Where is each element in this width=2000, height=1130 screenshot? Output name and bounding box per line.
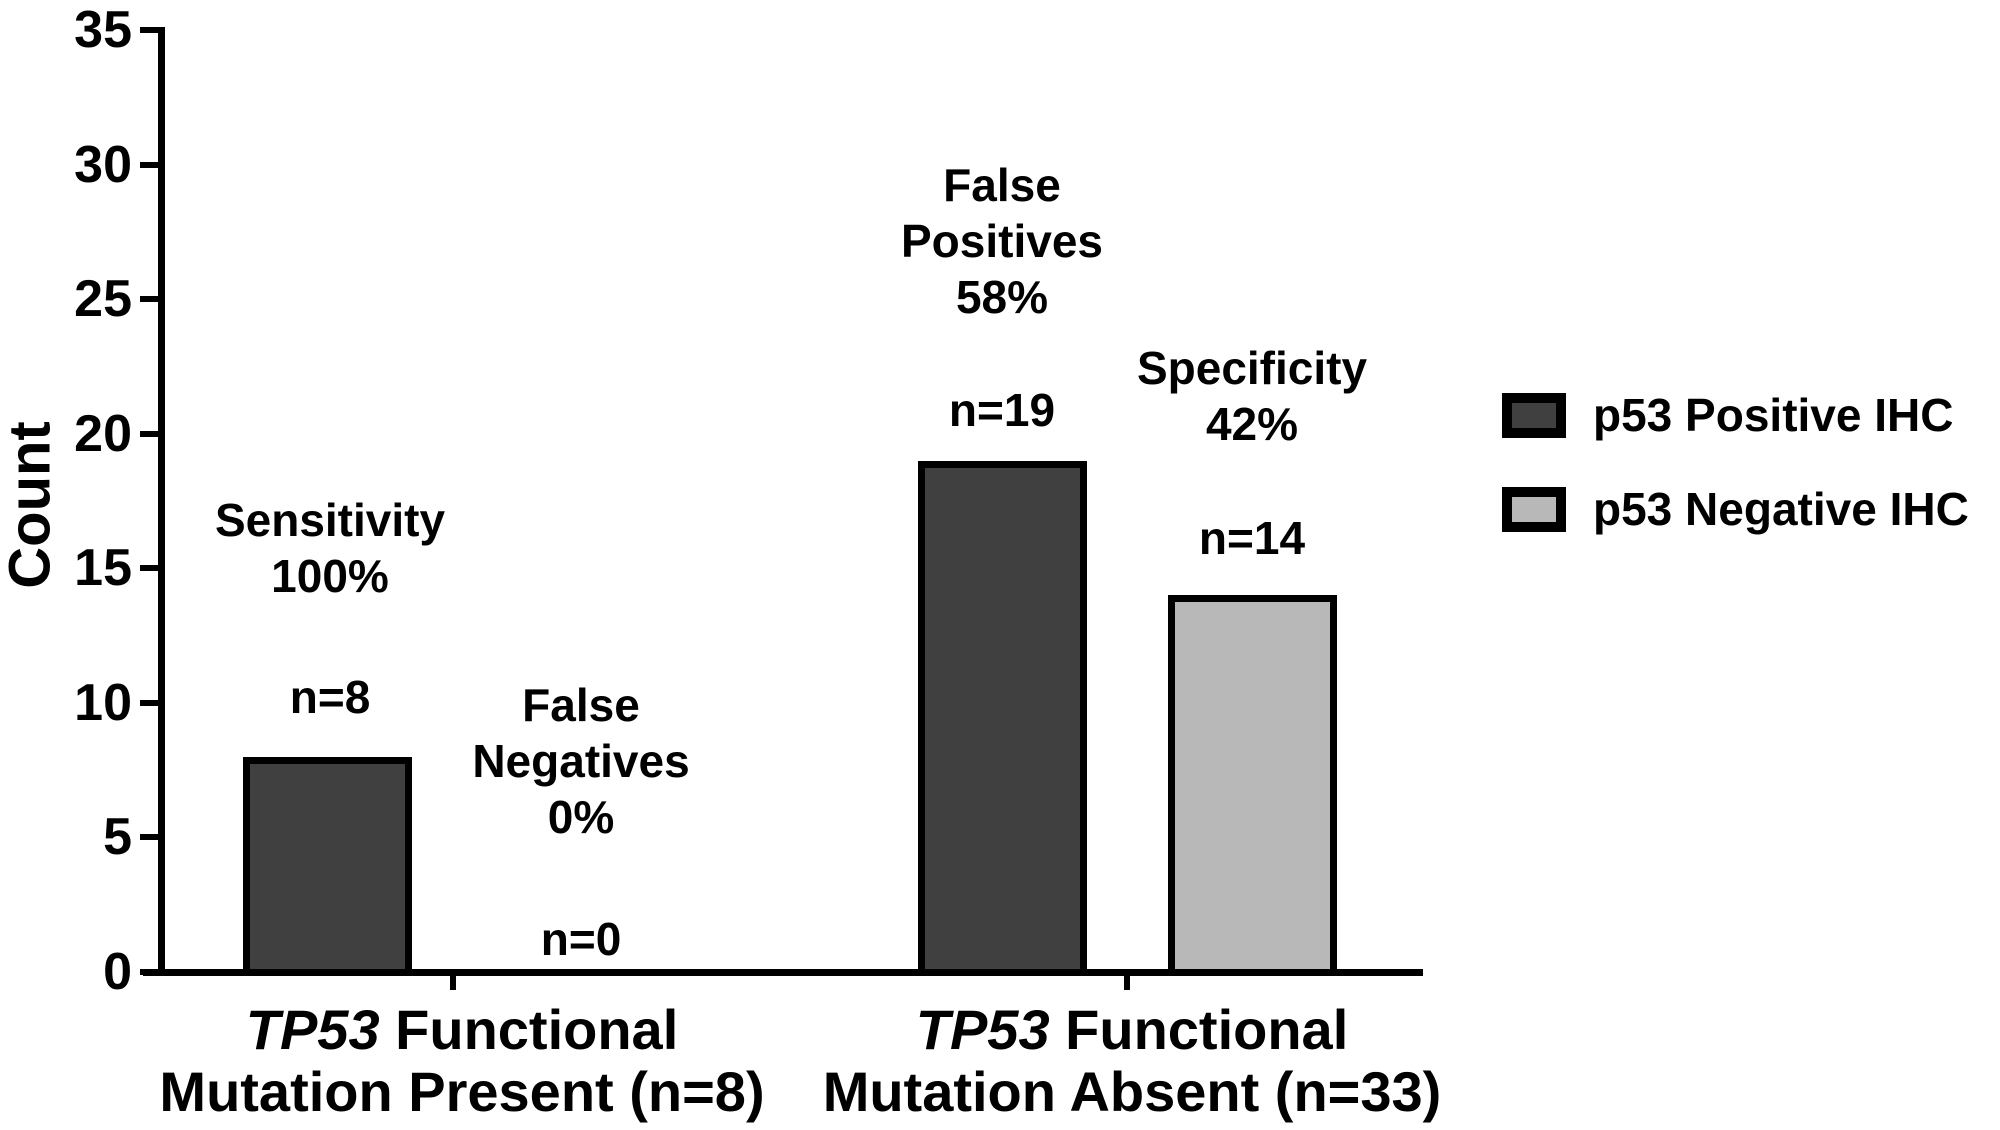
y-tick — [140, 27, 158, 33]
gene-name-italic: TP53 — [245, 998, 380, 1061]
legend-label: p53 Positive IHC — [1593, 389, 1954, 441]
x-tick-group2 — [1124, 976, 1130, 990]
bar-group1-p53-positive — [243, 756, 412, 976]
annotation-specificity: Specificity 42% — [1136, 342, 1368, 450]
annotation-false-negatives: False Negatives 0% — [472, 679, 690, 843]
y-tick-label: 35 — [74, 1, 132, 59]
y-tick-label: 20 — [74, 404, 132, 463]
y-tick-label: 5 — [103, 808, 132, 867]
y-tick — [140, 296, 158, 303]
x-axis-label-group2: TP53 Functional Mutation Absent (n=33) — [823, 999, 1442, 1123]
bar-group2-p53-positive — [918, 460, 1087, 976]
annotation-n-false-positives: n=19 — [948, 384, 1056, 436]
bar-group2-p53-negative — [1168, 595, 1337, 976]
y-tick-label: 25 — [74, 270, 132, 329]
y-tick — [140, 699, 158, 706]
y-tick — [140, 430, 158, 437]
legend-item-p53-positive: p53 Positive IHC — [1502, 388, 1969, 442]
legend: p53 Positive IHC p53 Negative IHC — [1502, 388, 1969, 576]
annotation-n-specificity: n=14 — [1198, 512, 1306, 564]
annotation-n-sensitivity: n=8 — [289, 671, 371, 723]
y-tick — [140, 834, 158, 841]
x-axis-label-group1-line1: TP53 Functional — [245, 998, 679, 1061]
y-tick — [140, 161, 158, 168]
y-tick-label: 15 — [74, 539, 132, 598]
x-tick-group1 — [450, 976, 456, 990]
x-axis-label-group1: TP53 Functional Mutation Present (n=8) — [159, 999, 764, 1123]
y-tick — [140, 565, 158, 572]
y-tick-label: 10 — [74, 673, 132, 732]
legend-swatch-dark — [1502, 392, 1566, 438]
y-axis-line — [158, 27, 165, 976]
y-tick — [140, 969, 158, 975]
legend-label: p53 Negative IHC — [1593, 483, 1969, 535]
annotation-false-positives: False Positives 58% — [901, 159, 1103, 323]
annotation-sensitivity: Sensitivity 100% — [214, 494, 446, 602]
legend-item-p53-negative: p53 Negative IHC — [1502, 482, 1969, 536]
annotation-n-false-negatives: n=0 — [540, 913, 622, 965]
gene-name-italic: TP53 — [915, 998, 1050, 1061]
legend-swatch-light — [1502, 486, 1566, 532]
y-tick-label: 30 — [74, 135, 132, 194]
x-axis-label-group1-line2: Mutation Present (n=8) — [159, 1060, 765, 1123]
x-axis-label-group2-line2: Mutation Absent (n=33) — [822, 1060, 1442, 1123]
x-axis-line — [143, 969, 1423, 976]
y-tick-label: 0 — [103, 943, 132, 1001]
x-axis-label-group2-line1: TP53 Functional — [915, 998, 1349, 1061]
